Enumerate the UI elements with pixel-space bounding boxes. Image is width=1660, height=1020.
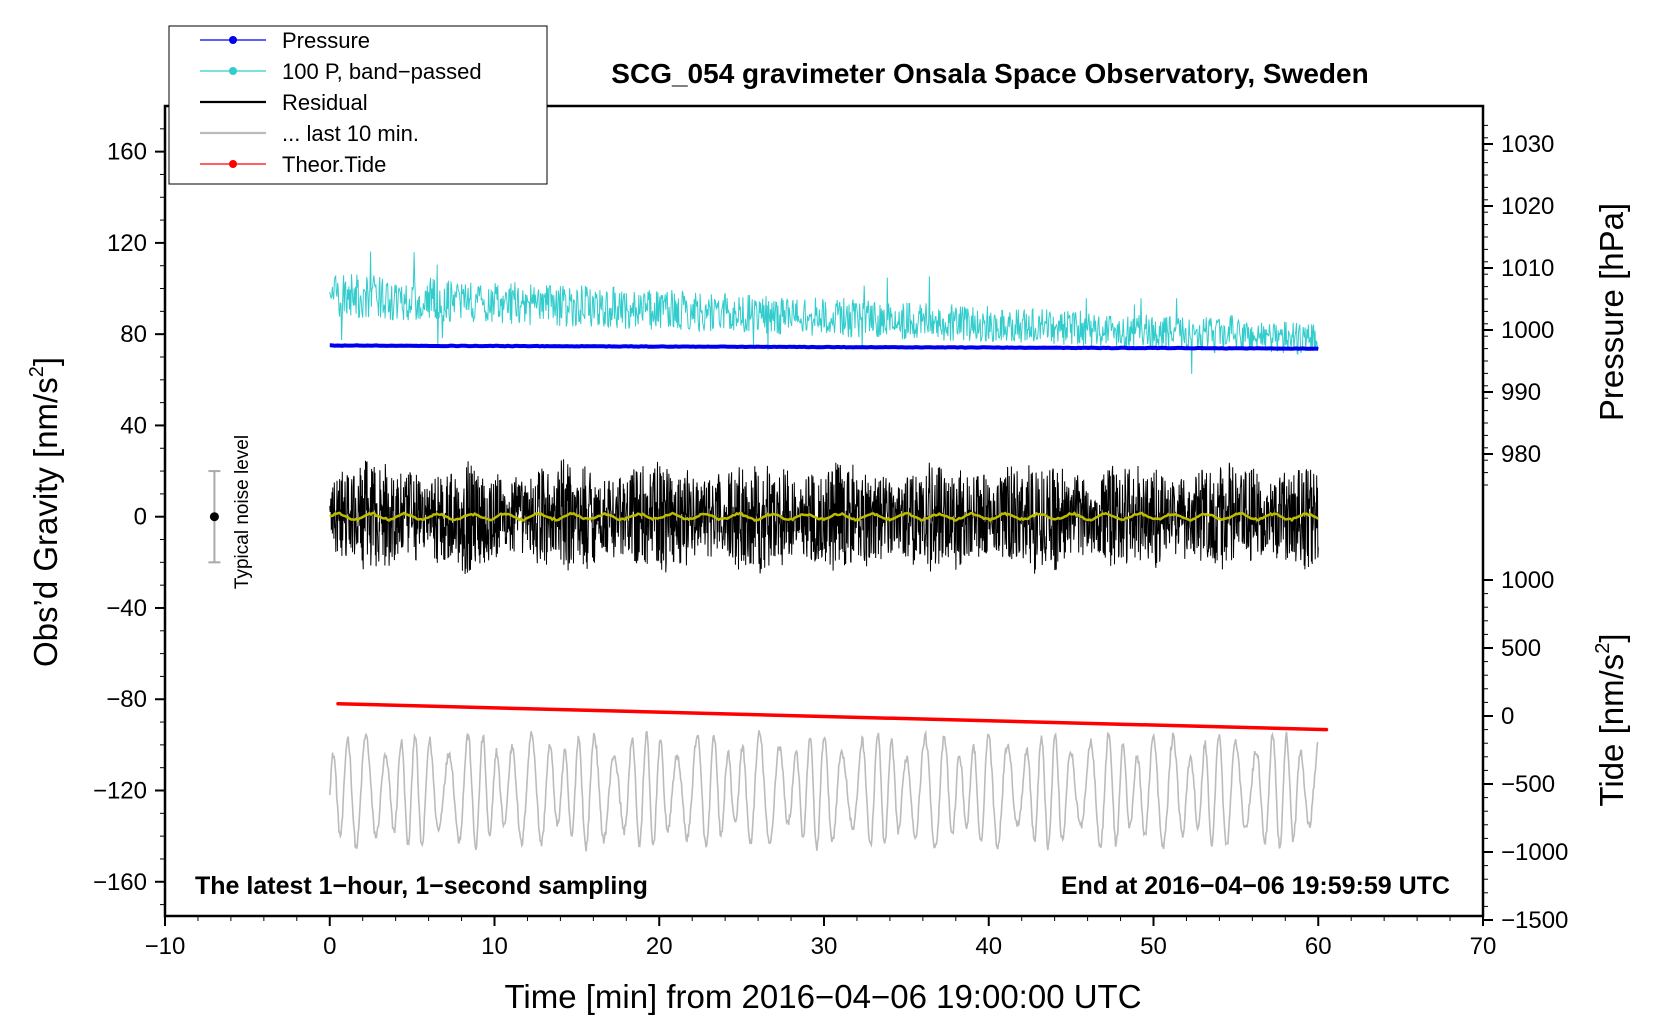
y-tick-label: 120 [107,230,147,257]
end-time-note: End at 2016−04−06 19:59:59 UTC [1061,872,1450,900]
legend-marker [229,67,237,75]
noise-level-label: Typical noise level [232,435,253,589]
last-10-min-line [329,729,1319,852]
pressure-tick-label: 980 [1501,441,1541,468]
tide-tick-label: −1000 [1501,839,1568,866]
left-y-axis-ticks: 160 120 80 40 0 −40 −80 −120 −160 [93,139,165,896]
tide-tick-label: 0 [1501,703,1514,730]
pressure-tick-label: 1020 [1501,193,1554,220]
y-tick-label: 0 [134,504,147,531]
y-tick-label: −120 [93,778,147,805]
pressure-axis-title: Pressure [hPa] [1593,203,1630,421]
legend-label: ... last 10 min. [282,121,419,146]
pressure-tick-label: 1000 [1501,317,1554,344]
legend-label: 100 P, band−passed [282,59,482,84]
x-tick-label: 40 [975,933,1002,960]
tide-axis-ticks: 1000 500 0 −500 −1000 −1500 [1483,567,1568,934]
tide-tick-label: −500 [1501,771,1555,798]
pressure-axis-ticks: 1030 1020 1010 1000 990 980 [1483,131,1554,468]
x-axis-ticks: −10 0 10 20 30 40 50 60 70 [145,916,1497,960]
data-series [329,251,1329,852]
legend-marker [229,160,237,168]
x-axis-title: Time [min] from 2016−04−06 19:00:00 UTC [504,978,1141,1015]
x-tick-label: 0 [323,933,336,960]
theoretical-tide-line [336,702,1329,732]
legend: Pressure 100 P, band−passed Residual ... la… [168,25,548,185]
residual-smoothed-line [329,511,1319,523]
x-tick-label: −10 [145,933,186,960]
x-tick-label: 10 [481,933,508,960]
x-tick-label: 60 [1305,933,1332,960]
y-tick-label: 40 [120,412,147,439]
tide-axis-title: Tide [nm/s2] [1592,633,1630,806]
y-tick-label: −40 [106,595,147,622]
y-tick-label: 80 [120,321,147,348]
tide-tick-label: −1500 [1501,907,1568,934]
pressure-line [329,343,1319,351]
legend-label: Pressure [282,28,370,53]
x-tick-label: 70 [1470,933,1497,960]
legend-box [168,25,548,185]
noise-bar-center-dot [209,512,219,522]
pressure-tick-label: 1030 [1501,131,1554,158]
left-y-axis-title: Obs’d Gravity [nm/s2] [26,357,64,667]
x-tick-label: 30 [811,933,838,960]
band-passed-pressure-line [329,251,1319,375]
chart-title: SCG_054 gravimeter Onsala Space Observat… [611,58,1368,89]
pressure-tick-label: 1010 [1501,255,1554,282]
pressure-tick-label: 990 [1501,379,1541,406]
legend-label: Theor.Tide [282,152,386,177]
tide-tick-label: 500 [1501,635,1541,662]
y-tick-label: −160 [93,869,147,896]
sampling-note: The latest 1−hour, 1−second sampling [195,872,648,900]
legend-marker [229,36,237,44]
tide-tick-label: 1000 [1501,567,1554,594]
legend-label: Residual [282,90,368,115]
x-tick-label: 50 [1140,933,1167,960]
x-tick-label: 20 [646,933,673,960]
noise-level-indicator [208,470,221,564]
y-tick-label: −80 [106,686,147,713]
y-tick-label: 160 [107,139,147,166]
